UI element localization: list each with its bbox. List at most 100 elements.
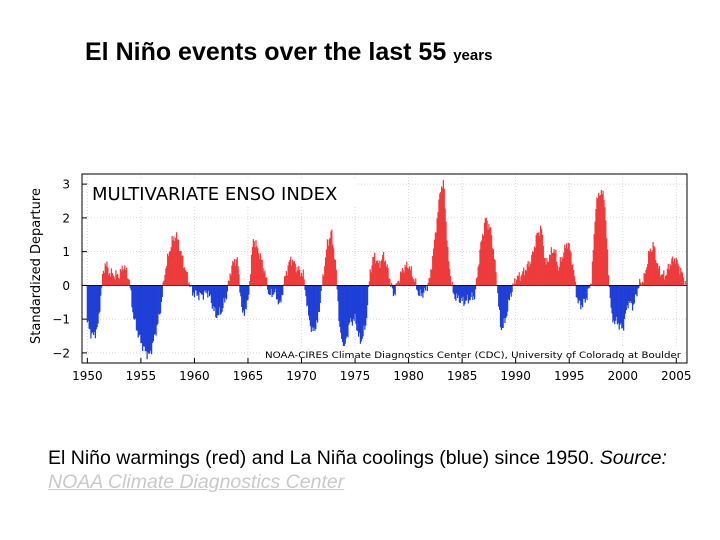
warm-bar (261, 259, 263, 286)
warm-bar (163, 280, 165, 286)
cool-bar (633, 285, 635, 304)
cool-bar (471, 285, 473, 293)
cool-bar (626, 285, 628, 306)
warm-bar (120, 270, 122, 286)
source-link[interactable]: NOAA Climate Diagnostics Center (48, 471, 345, 493)
cool-bar (150, 285, 152, 351)
warm-bar (604, 207, 606, 286)
cool-bar (210, 285, 213, 303)
warm-bar (661, 274, 663, 286)
warm-bar (440, 186, 443, 286)
cool-bar (580, 285, 582, 310)
warm-bar (125, 267, 128, 286)
cool-bar (416, 285, 419, 291)
warm-bar (402, 270, 404, 286)
warm-bar (406, 261, 408, 286)
warm-bar (335, 269, 337, 286)
warm-bar (116, 274, 118, 286)
cool-bar (424, 285, 426, 288)
cool-bar (152, 285, 155, 342)
warm-bar (529, 261, 531, 286)
cool-bar (142, 285, 145, 347)
cool-bar (268, 285, 271, 295)
x-tick-label: 1950 (72, 369, 103, 383)
warm-bar (571, 264, 573, 286)
cool-bar (577, 285, 579, 304)
warm-bar (391, 282, 393, 286)
cool-bar (245, 285, 247, 310)
warm-bar (485, 217, 487, 286)
warm-bar (290, 256, 292, 286)
warm-bar (640, 284, 643, 286)
cool-bar (274, 285, 276, 293)
cool-bar (223, 285, 225, 299)
cool-bar (248, 285, 250, 295)
cool-bar (619, 285, 621, 325)
cool-bar (215, 285, 217, 318)
cool-bar (189, 285, 191, 288)
cool-bar (511, 285, 513, 293)
cool-bar (213, 285, 215, 312)
warm-bar (647, 263, 649, 286)
warm-bar (517, 276, 519, 286)
warm-bar (520, 276, 522, 286)
warm-bar (380, 261, 382, 286)
warm-bar (395, 283, 397, 286)
cool-bar (146, 285, 148, 360)
cool-bar (345, 285, 347, 339)
chart-credit-background (262, 346, 684, 360)
cool-bar (635, 285, 637, 295)
cool-bar (94, 285, 97, 339)
cool-bar (363, 285, 365, 326)
warm-bar (548, 262, 550, 286)
warm-bar (107, 267, 109, 286)
warm-bar (377, 263, 379, 286)
cool-bar (90, 285, 92, 339)
cool-bar (147, 285, 149, 353)
cool-bar (421, 285, 423, 294)
warm-bar (600, 189, 602, 286)
y-tick-label: 2 (62, 211, 70, 225)
warm-bar (489, 228, 491, 286)
cool-bar (148, 285, 150, 354)
cool-bar (243, 285, 246, 316)
y-tick-label: 0 (62, 279, 70, 293)
cool-bar (638, 285, 640, 288)
warm-bar (532, 251, 534, 286)
cool-bar (503, 285, 505, 319)
warm-bar (108, 274, 110, 286)
warm-bar (671, 258, 673, 286)
cool-bar (224, 285, 226, 303)
cool-bar (616, 285, 619, 325)
cool-bar (507, 285, 510, 300)
cool-bar (346, 285, 348, 336)
x-tick-label: 1995 (554, 369, 585, 383)
warm-bar (565, 248, 567, 286)
warm-bar (165, 268, 167, 286)
warm-bar (287, 265, 289, 286)
warm-bar (374, 263, 377, 286)
cool-bar (87, 285, 89, 321)
warm-bar (573, 270, 575, 286)
warm-bar (547, 261, 549, 286)
warm-bar (292, 262, 295, 286)
warm-bar (410, 266, 412, 286)
warm-bar (385, 266, 387, 286)
cool-bar (129, 285, 131, 288)
warm-bar (492, 249, 494, 286)
cool-bar (501, 285, 503, 329)
warm-bar (296, 267, 298, 286)
cool-bar (362, 285, 364, 337)
cool-bar (307, 285, 309, 306)
warm-bar (557, 270, 560, 286)
x-tick-label: 1985 (447, 369, 478, 383)
warm-bar (263, 272, 265, 286)
warm-bar (370, 272, 372, 286)
warm-bar (378, 260, 380, 286)
warm-bar (232, 260, 234, 286)
warm-bar (680, 267, 682, 286)
cool-bar (93, 285, 96, 333)
warm-bar (328, 239, 330, 286)
chart-title: MULTIVARIATE ENSO INDEX (92, 184, 337, 205)
warm-bar (534, 247, 536, 286)
